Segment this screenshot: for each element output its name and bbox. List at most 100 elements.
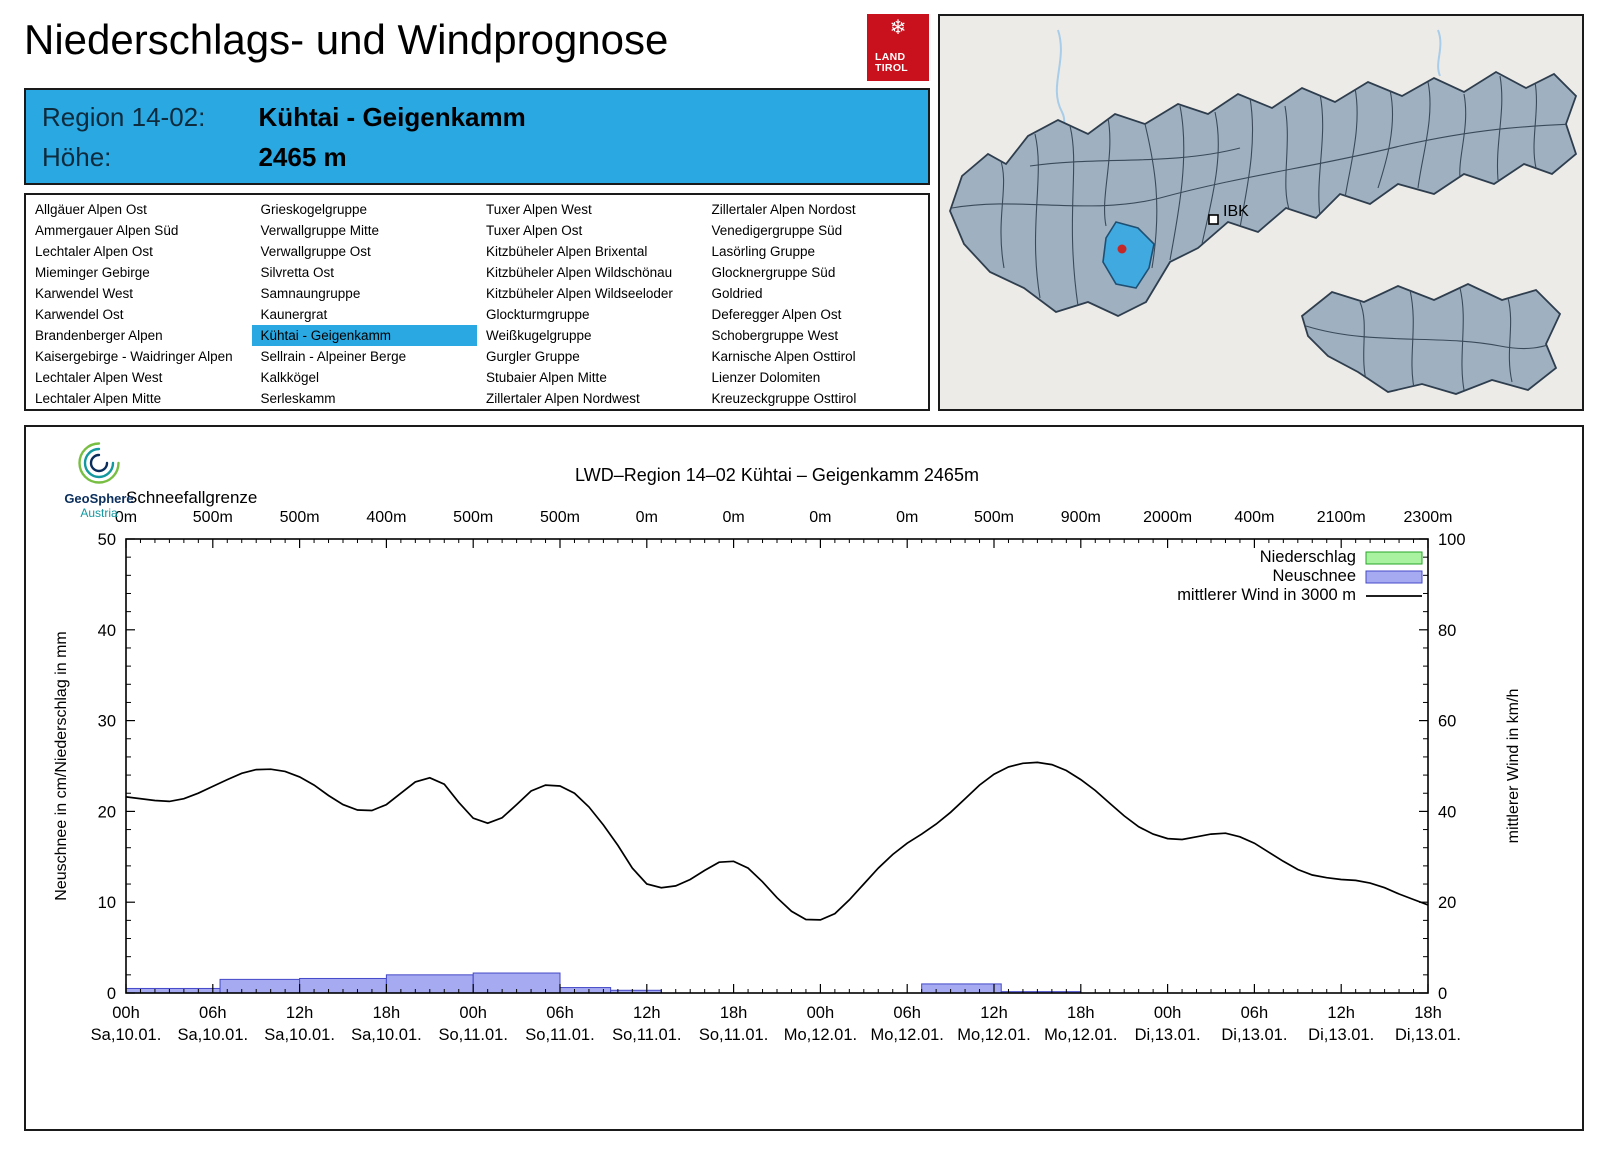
region-list-item[interactable]: Serleskamm — [260, 391, 336, 406]
snowline-value: 0m — [896, 509, 918, 526]
y-left-tick: 0 — [107, 985, 116, 1003]
region-list-item[interactable]: Lechtaler Alpen West — [35, 370, 163, 385]
snowline-value: 2300m — [1404, 509, 1453, 526]
x-tick-date: Di,13.01. — [1221, 1026, 1287, 1044]
region-list-item[interactable]: Lasörling Gruppe — [711, 244, 816, 259]
x-tick-time: 12h — [980, 1004, 1008, 1022]
region-list-item[interactable]: Kaisergebirge - Waidringer Alpen — [35, 349, 233, 364]
region-list-item[interactable]: Lienzer Dolomiten — [711, 370, 821, 385]
snowline-value: 0m — [809, 509, 831, 526]
region-list-item[interactable]: Lechtaler Alpen Mitte — [35, 391, 162, 406]
region-list-item[interactable]: Tuxer Alpen West — [486, 202, 592, 217]
region-list-item[interactable]: Verwallgruppe Ost — [260, 244, 371, 259]
x-tick-time: 00h — [112, 1004, 140, 1022]
region-list-item[interactable]: Tuxer Alpen Ost — [486, 223, 583, 238]
region-list-item[interactable]: Sellrain - Alpeiner Berge — [260, 349, 407, 364]
region-list-item[interactable]: Brandenberger Alpen — [35, 328, 163, 343]
tirol-map-svg: IBK — [949, 29, 1578, 395]
x-tick-date: Mo,12.01. — [871, 1026, 944, 1044]
y-left-tick: 50 — [98, 531, 116, 549]
wind-line — [125, 761, 1429, 921]
x-tick-date: Di,13.01. — [1135, 1026, 1201, 1044]
snowline-value: 2100m — [1317, 509, 1366, 526]
x-tick-time: 06h — [199, 1004, 227, 1022]
x-tick-date: Mo,12.01. — [1044, 1026, 1117, 1044]
snowline-value: 0m — [636, 509, 658, 526]
snowline-value: 500m — [540, 509, 580, 526]
neuschnee-bar — [921, 983, 1002, 994]
region-list-item[interactable]: Kitzbüheler Alpen Wildschönau — [486, 265, 673, 280]
region-list-item[interactable]: Verwallgruppe Mitte — [260, 223, 380, 238]
district-borders — [951, 75, 1575, 307]
region-list-item[interactable]: Gurgler Gruppe — [486, 349, 580, 364]
x-tick-time: 18h — [1414, 1004, 1442, 1022]
x-tick-time: 06h — [1241, 1004, 1269, 1022]
x-tick-time: 18h — [373, 1004, 401, 1022]
x-tick-time: 00h — [1154, 1004, 1182, 1022]
region-list-item[interactable]: Kaunergrat — [260, 307, 328, 322]
region-list-column: Tuxer Alpen West Tuxer Alpen Ost Kitzbühel… — [477, 199, 703, 409]
region-list-item[interactable]: Kalkkögel — [260, 370, 320, 385]
x-tick-date: Sa,10.01. — [264, 1026, 335, 1044]
region-list-item-selected[interactable]: Kühtai - Geigenkamm — [251, 325, 477, 346]
region-list-item[interactable]: Ammergauer Alpen Süd — [35, 223, 179, 238]
region-list-item[interactable]: Kitzbüheler Alpen Wildseeloder — [486, 286, 673, 301]
tirol-overview-map: IBK — [938, 14, 1584, 411]
region-list-item[interactable]: Kreuzeckgruppe Osttirol — [711, 391, 857, 406]
snowline-axis-label: Schneefallgrenze — [126, 488, 257, 507]
y-left-tick: 10 — [98, 894, 116, 912]
region-list-item[interactable]: Mieminger Gebirge — [35, 265, 150, 280]
region-list-item[interactable]: Zillertaler Alpen Nordost — [711, 202, 856, 217]
region-value: Kühtai - Geigenkamm — [258, 102, 526, 132]
region-list-item[interactable]: Stubaier Alpen Mitte — [486, 370, 607, 385]
region-list-item[interactable]: Lechtaler Alpen Ost — [35, 244, 153, 259]
snowline-value: 500m — [193, 509, 233, 526]
region-list-item[interactable]: Venedigergruppe Süd — [711, 223, 843, 238]
region-list-item[interactable]: Deferegger Alpen Ost — [711, 307, 842, 322]
region-label: Region 14-02: — [42, 102, 206, 132]
highlighted-region-kuehtai — [1102, 221, 1155, 289]
region-list-item[interactable]: Samnaungruppe — [260, 286, 361, 301]
region-list-item[interactable]: Karwendel West — [35, 286, 134, 301]
snowline-value: 0m — [115, 509, 137, 526]
x-tick-time: 12h — [633, 1004, 661, 1022]
x-tick-time: 00h — [459, 1004, 487, 1022]
ibk-marker — [1208, 214, 1219, 225]
north-tirol-shape — [949, 70, 1578, 317]
region-list-item[interactable]: Karwendel Ost — [35, 307, 124, 322]
region-list-item[interactable]: Glockturmgruppe — [486, 307, 590, 322]
region-list-item[interactable]: Zillertaler Alpen Nordwest — [486, 391, 640, 406]
y-left-tick: 20 — [98, 803, 116, 821]
region-list-item[interactable]: Kitzbüheler Alpen Brixental — [486, 244, 648, 259]
region-list-item[interactable]: Karnische Alpen Osttirol — [711, 349, 856, 364]
y-left-axis-title: Neuschnee in cm/Niederschlag in mm — [53, 631, 70, 900]
region-info-box: Region 14-02: Kühtai - Geigenkamm Höhe: … — [24, 88, 930, 185]
ibk-label: IBK — [1223, 203, 1249, 220]
snowline-value: 400m — [1234, 509, 1274, 526]
station-marker-dot — [1117, 244, 1127, 254]
page-title: Niederschlags- und Windprognose — [24, 16, 669, 63]
snowline-value: 0m — [722, 509, 744, 526]
region-list-item[interactable]: Goldried — [711, 286, 763, 301]
legend-swatch — [1365, 570, 1423, 584]
region-list-item[interactable]: Silvretta Ost — [260, 265, 335, 280]
region-list-item[interactable]: Weißkugelgruppe — [486, 328, 592, 343]
region-list-item[interactable]: Schobergruppe West — [711, 328, 839, 343]
region-list-item[interactable]: Grieskogelgruppe — [260, 202, 368, 217]
x-tick-time: 12h — [286, 1004, 314, 1022]
altitude-value: 2465 m — [258, 142, 347, 172]
region-list-item[interactable]: Glocknergruppe Süd — [711, 265, 836, 280]
region-list-item[interactable]: Allgäuer Alpen Ost — [35, 202, 147, 217]
region-list: Allgäuer Alpen Ost Ammergauer Alpen Süd Le… — [24, 193, 930, 411]
x-tick-date: So,11.01. — [612, 1026, 681, 1044]
x-tick-date: Sa,10.01. — [177, 1026, 248, 1044]
snowline-value: 500m — [453, 509, 493, 526]
x-tick-date: Di,13.01. — [1395, 1026, 1461, 1044]
y-right-tick: 20 — [1438, 894, 1456, 912]
legend-swatch — [1365, 551, 1423, 565]
snowline-value: 500m — [280, 509, 320, 526]
x-tick-date: So,11.01. — [525, 1026, 594, 1044]
region-list-column: Allgäuer Alpen Ost Ammergauer Alpen Süd Le… — [26, 199, 252, 409]
x-tick-time: 18h — [1067, 1004, 1095, 1022]
